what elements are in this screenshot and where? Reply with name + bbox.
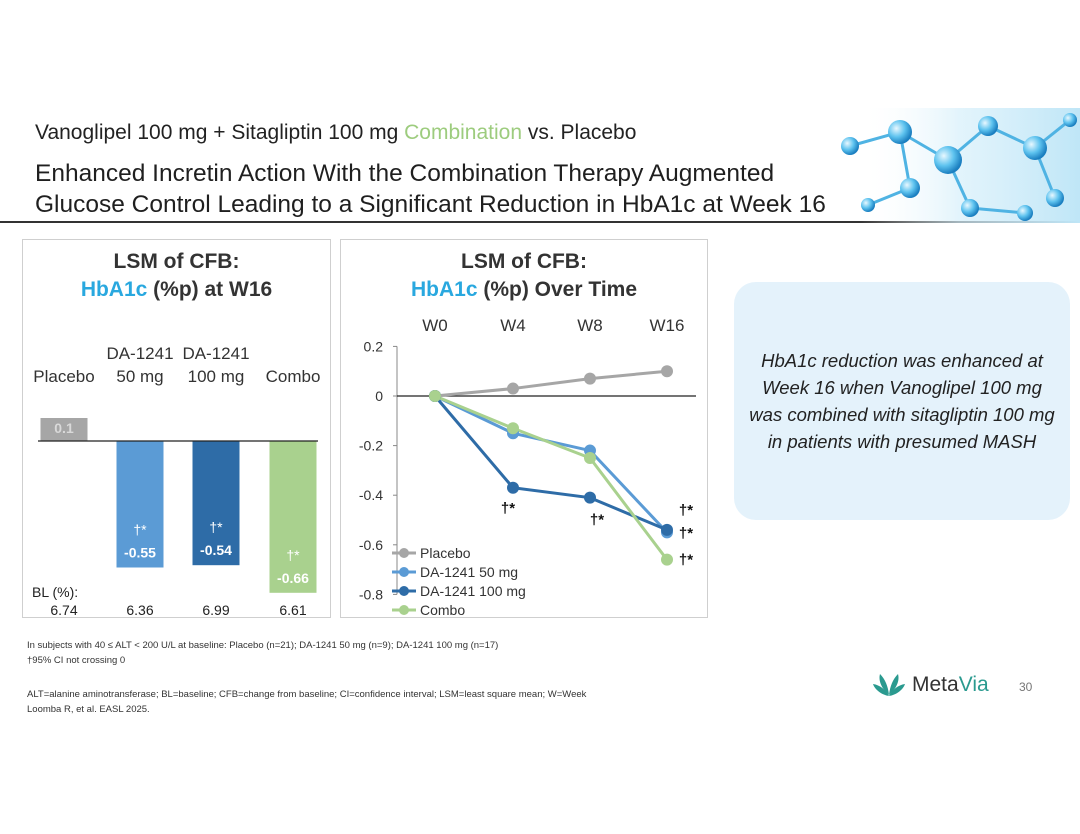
baseline-value: 6.99 <box>202 602 229 618</box>
metavia-logo-text: MetaVia <box>912 673 989 697</box>
bar <box>116 441 164 568</box>
y-tick-label: 0.2 <box>364 338 384 354</box>
significance-annotation: †* <box>679 552 693 569</box>
bar <box>269 441 317 593</box>
data-point <box>507 382 519 395</box>
legend-swatch-marker <box>399 586 409 596</box>
data-point <box>584 372 596 385</box>
y-tick-label: 0 <box>375 388 383 404</box>
callout-text: HbA1c reduction was enhanced at Week 16 … <box>749 350 1055 452</box>
y-tick-label: -0.8 <box>359 586 383 602</box>
x-tick-label: W8 <box>577 316 603 335</box>
significance-annotation: †* <box>501 500 515 517</box>
bar-category-label-line1: DA-1241 <box>106 344 173 363</box>
line-title-line1: LSM of CFB: <box>461 250 587 273</box>
legend-label: Placebo <box>420 545 471 561</box>
molecule-graphic <box>841 108 1080 223</box>
bar-category-label: 50 mg <box>116 367 163 386</box>
data-point <box>584 491 596 504</box>
bar-title-hl: HbA1c <box>80 278 148 301</box>
bar <box>192 441 240 566</box>
data-point <box>429 390 441 402</box>
legend-label: DA-1241 50 mg <box>420 564 518 580</box>
baseline-value: 6.74 <box>50 602 77 618</box>
significance-annotation: †* <box>590 512 604 529</box>
line-chart-panel <box>340 239 708 618</box>
headline-line2: Glucose Control Leading to a Significant… <box>35 191 826 218</box>
brand-meta: Meta <box>912 673 959 696</box>
x-tick-label: W16 <box>650 316 685 335</box>
bar-value-label: -0.54 <box>200 542 232 558</box>
callout-box: HbA1c reduction was enhanced at Week 16 … <box>734 282 1070 520</box>
subtitle-part1: Vanoglipel 100 mg + Sitagliptin 100 mg <box>35 121 405 144</box>
significance-annotation: †* <box>679 502 693 519</box>
significance-annotation: †* <box>679 525 693 542</box>
data-point <box>661 553 673 566</box>
header-divider <box>0 221 1080 223</box>
data-point <box>507 422 519 435</box>
footnote-reference: Loomba R, et al. EASL 2025. <box>27 704 150 715</box>
bar <box>40 418 88 441</box>
baseline-label: BL (%): <box>32 584 78 600</box>
bar-chart: Placebo DA-1241 50 mg DA-1241 100 mg Combo 0.1… <box>32 344 321 618</box>
data-point <box>507 481 519 494</box>
bar-category-label: Combo <box>266 367 321 386</box>
footnote-ci: †95% CI not crossing 0 <box>27 655 126 666</box>
line-title-rest: (%p) Over Time <box>477 278 638 301</box>
line-chart: W0 W4 W8 W16 0.2 0 -0.2 -0.4 -0.6 -0.8 †* †* †* †* †* P… <box>359 316 696 618</box>
legend-swatch-marker <box>399 567 409 577</box>
footnote-abbreviations: ALT=alanine aminotransferase; BL=baselin… <box>27 689 587 700</box>
significance-marker: †* <box>209 519 223 535</box>
metavia-leaf-icon <box>873 674 905 696</box>
bar-value-label: 0.1 <box>54 420 74 436</box>
bar-category-label-line1: DA-1241 <box>182 344 249 363</box>
legend-label: DA-1241 100 mg <box>420 583 526 599</box>
baseline-value: 6.61 <box>279 602 306 618</box>
baseline-value: 6.36 <box>126 602 153 618</box>
line-title-hl: HbA1c <box>410 278 478 301</box>
y-tick-label: -0.2 <box>359 438 383 454</box>
line-title-line2: HbA1c (%p) Over Time <box>340 276 708 304</box>
data-point <box>661 523 673 536</box>
bar-title-line1: LSM of CFB: <box>113 250 240 273</box>
slide-subtitle: Vanoglipel 100 mg + Sitagliptin 100 mg C… <box>35 121 636 145</box>
data-point <box>661 365 673 378</box>
bar-chart-title: LSM of CFB: HbA1c (%p) at W16 <box>22 248 331 304</box>
legend-swatch-marker <box>399 548 409 558</box>
subtitle-part2: vs. Placebo <box>522 121 637 144</box>
series-line <box>434 394 669 561</box>
bar-value-label: -0.66 <box>277 570 309 586</box>
legend-swatch-marker <box>399 605 409 615</box>
bar-value-label: -0.55 <box>124 545 156 561</box>
x-tick-label: W4 <box>500 316 526 335</box>
series-line <box>434 369 668 398</box>
page-number: 30 <box>1019 680 1033 694</box>
bar-category-label: 100 mg <box>188 367 245 386</box>
headline-line1: Enhanced Incretin Action With the Combin… <box>35 160 775 187</box>
significance-marker: †* <box>133 522 147 538</box>
significance-marker: †* <box>286 547 300 563</box>
data-point <box>584 452 596 464</box>
bar-title-rest: (%p) at W16 <box>147 278 273 301</box>
legend-label: Combo <box>420 602 465 618</box>
brand-via: Via <box>958 673 989 696</box>
x-tick-label: W0 <box>422 316 448 335</box>
y-tick-label: -0.4 <box>359 487 383 503</box>
footnote-subjects: In subjects with 40 ≤ ALT < 200 U/L at b… <box>27 640 499 651</box>
subtitle-highlight: Combination <box>404 121 523 144</box>
series-line <box>433 395 668 532</box>
bar-category-label: Placebo <box>33 367 94 386</box>
line-chart-title: LSM of CFB: HbA1c (%p) Over Time <box>340 248 708 304</box>
y-tick-label: -0.6 <box>359 537 383 553</box>
bar-title-line2: HbA1c (%p) at W16 <box>22 276 331 304</box>
